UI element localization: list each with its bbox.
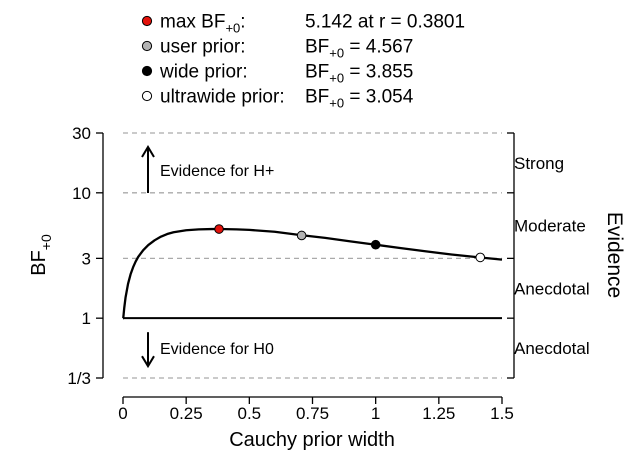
legend-label-main: ultrawide prior: [160,87,285,108]
y-axis-title-sub: +0 [38,234,54,250]
x-tick-label: 0 [118,404,127,423]
legend-value-tail: = 3.855 [344,62,413,83]
bf-curve-line [122,227,503,320]
evidence-category-label: Anecdotal [514,279,590,298]
annotation-evidence-h-plus: Evidence for H+ [160,163,274,180]
evidence-category-label: Moderate [514,217,586,236]
prior-point [214,224,224,234]
legend-value-main: BF [305,37,329,58]
axes: 30 10 3 1 1/3 0 0.25 0.5 0.75 1 1.25 1.5 Strong Moder… [67,124,589,423]
legend-value-main: BF [305,62,329,83]
x-tick-label: 0.25 [170,404,203,423]
legend-value-tail: = 3.054 [344,87,414,108]
evidence-category-label: Anecdotal [514,339,590,358]
bf-curve [122,227,503,320]
grid-lines [123,132,502,379]
legend-value-sub: +0 [329,96,344,111]
legend-value-sub: +0 [329,71,344,86]
legend-label: max BF+0: [160,12,246,36]
legend-label-main: max BF [160,12,225,33]
up-arrow-head [141,145,155,158]
legend-value-main: BF [305,87,329,108]
legend-value: BF+0 = 4.567 [305,37,413,61]
y-tick-label: 10 [72,184,91,203]
evidence-axis-title: Evidence [603,212,626,298]
y-tick-label: 3 [82,249,91,268]
prior-point [370,239,381,250]
legend-label: user prior: [160,37,246,58]
legend-value-sub: +0 [329,46,344,61]
y-tick-label: 1 [82,309,91,328]
legend-value-text: 5.142 at r = 0.3801 [305,12,465,33]
legend-label: wide prior: [159,62,248,83]
legend-label-sub: +0 [225,21,240,36]
legend-label-main: user prior: [160,37,246,58]
y-axis-title-main: BF [28,250,50,276]
prior-points [214,224,486,263]
x-tick-label: 0.5 [238,404,262,423]
y-axis-title: BF+0 [28,234,54,276]
legend-value: BF+0 = 3.054 [305,87,414,111]
legend-value-tail: = 4.567 [344,37,413,58]
x-tick-label: 0.75 [296,404,329,423]
legend-value: BF+0 = 3.855 [305,62,413,86]
x-tick-label: 1.5 [490,404,514,423]
prior-point [296,230,307,241]
legend-marker [141,40,153,52]
x-tick-label: 1 [371,404,380,423]
prior-point [475,252,486,263]
legend-marker [141,15,153,27]
legend-value: 5.142 at r = 0.3801 [305,12,465,33]
y-tick-label: 1/3 [67,369,91,388]
evidence-category-label: Strong [514,154,564,173]
evidence-annotations: Evidence for H+ Evidence for H0 [141,145,274,369]
legend-label-tail: : [240,12,245,33]
x-axis-title: Cauchy prior width [229,429,395,451]
legend-label-main: wide prior: [159,62,248,83]
legend-label: ultrawide prior: [160,87,285,108]
down-arrow-head [141,355,155,369]
annotation-evidence-h0: Evidence for H0 [160,341,274,358]
y-tick-label: 30 [72,124,91,143]
x-tick-label: 1.25 [422,404,455,423]
axis-labels: Cauchy prior width BF+0 Evidence [28,212,626,451]
legend-marker [141,90,153,102]
legend-marker [141,65,153,77]
